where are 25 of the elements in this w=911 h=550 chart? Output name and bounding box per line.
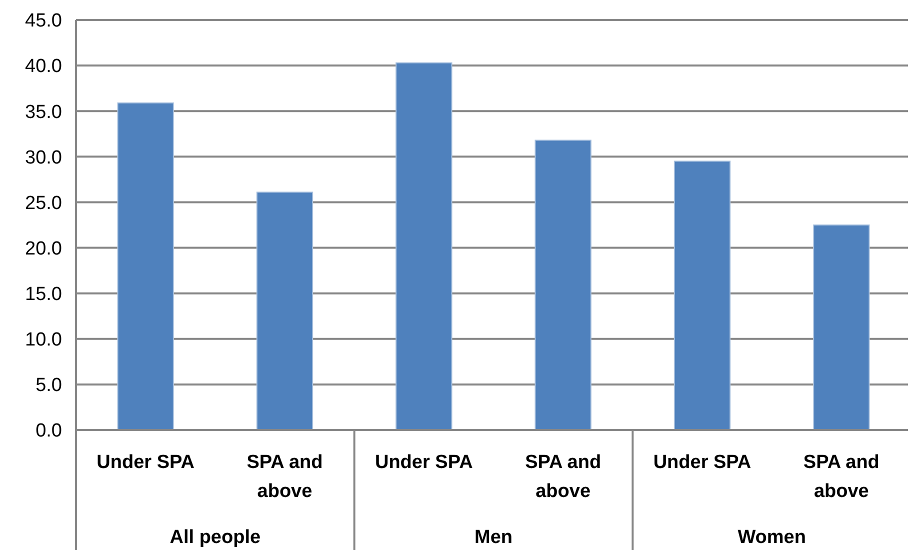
text: Men (474, 527, 512, 548)
y-tick-label: 15.0 (25, 284, 62, 305)
x-tick-label: SPA and above (246, 452, 323, 502)
x-tick-label: SPA and above (525, 452, 602, 502)
y-tick-label: 35.0 (25, 102, 62, 123)
y-tick-label: 30.0 (25, 147, 62, 168)
y-tick-label: 0.0 (36, 420, 62, 442)
text: Women (738, 527, 806, 548)
x-tick-label: Under SPA (653, 452, 752, 473)
bar (396, 62, 452, 430)
y-tick-label: 5.0 (36, 375, 62, 396)
x-tick-label: Under SPA (96, 452, 195, 473)
bar (813, 224, 870, 430)
bar (674, 160, 731, 430)
y-tick-label: 10.0 (25, 330, 62, 351)
bar (256, 192, 314, 430)
y-tick-label: 25.0 (25, 192, 62, 214)
y-tick-label: 20.0 (25, 238, 62, 260)
bar (534, 140, 592, 430)
text: All people (170, 527, 261, 548)
y-tick-label: 45.0 (25, 10, 62, 32)
x-tick-label: Under SPA (374, 452, 474, 473)
y-tick-label: 40.0 (25, 56, 62, 78)
x-tick-label: SPA and above (803, 452, 880, 502)
bar (117, 102, 174, 430)
